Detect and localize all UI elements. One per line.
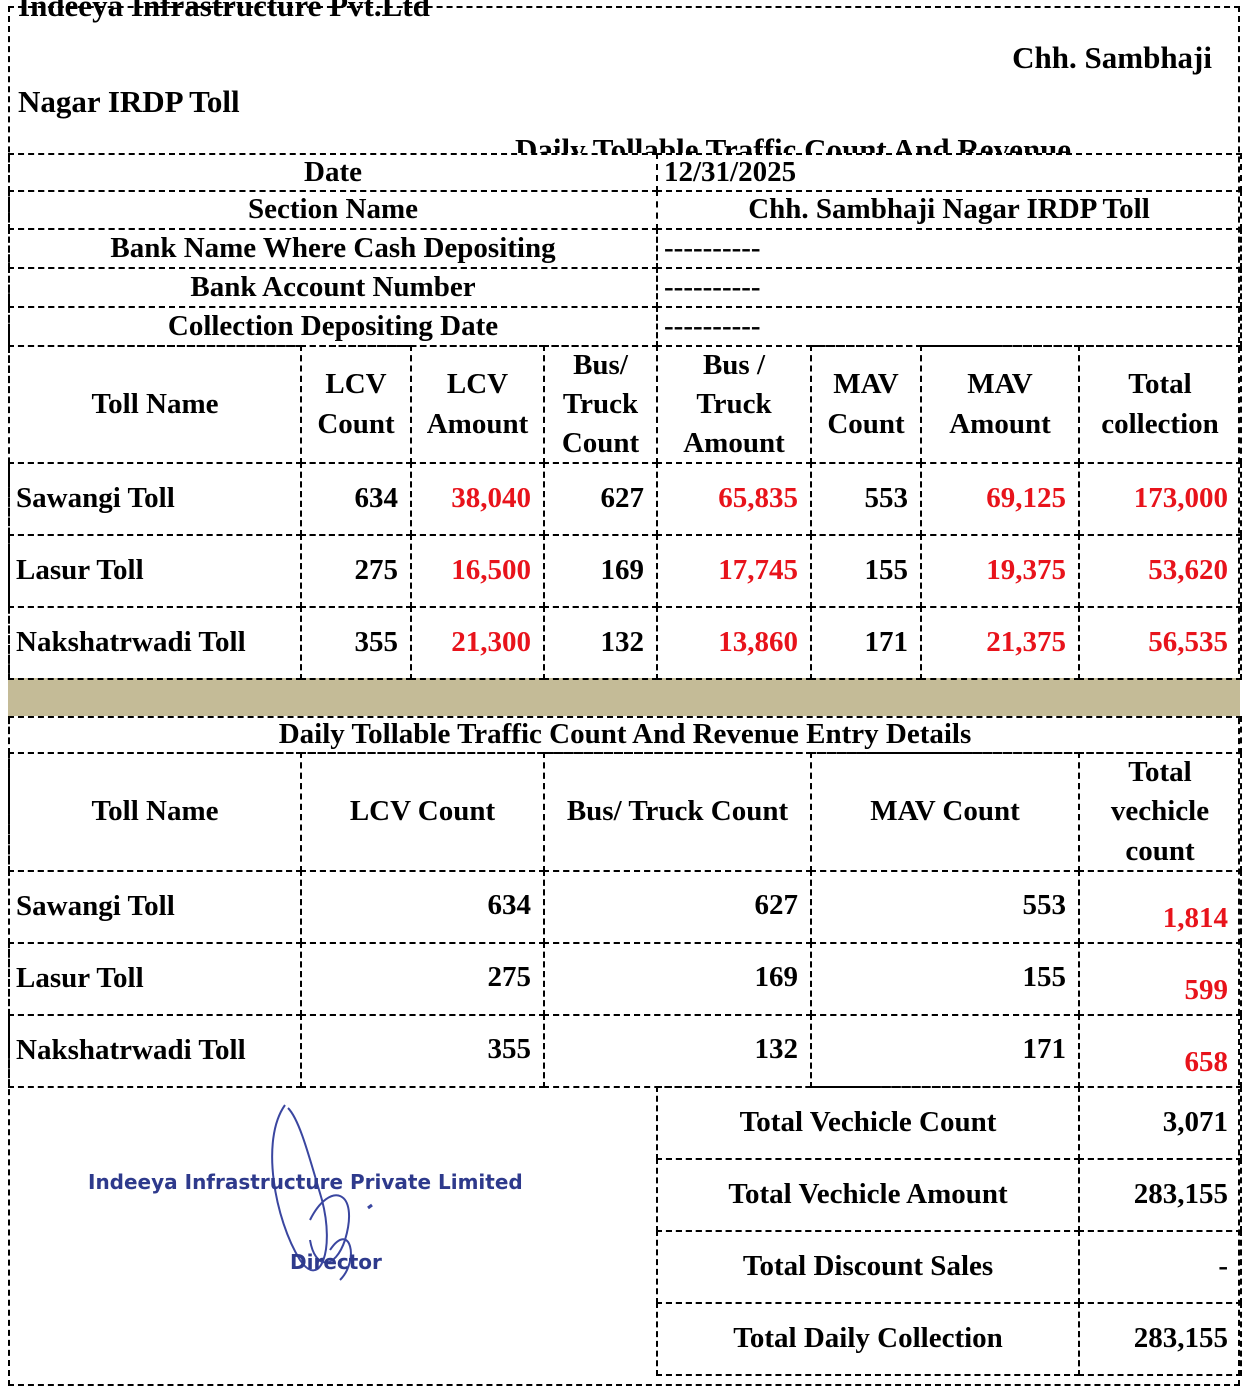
total-value: - bbox=[1078, 1230, 1242, 1304]
table-cell: 171 bbox=[810, 1014, 1080, 1088]
column-header: MAV Count bbox=[810, 752, 1080, 872]
table-cell: 132 bbox=[543, 606, 658, 680]
table-cell: 627 bbox=[543, 870, 812, 944]
column-header: MAV Count bbox=[810, 345, 922, 464]
table-cell: 634 bbox=[300, 462, 412, 536]
toll-name: Sawangi Toll bbox=[8, 462, 302, 536]
total-label: Total Vechicle Count bbox=[656, 1086, 1080, 1160]
title-line: Nagar IRDP Toll bbox=[18, 84, 240, 119]
table-cell: 155 bbox=[810, 534, 922, 608]
total-label: Total Discount Sales bbox=[656, 1230, 1080, 1304]
table-cell: 21,375 bbox=[920, 606, 1080, 680]
column-header: LCV Count bbox=[300, 345, 412, 464]
table-cell: 658 bbox=[1078, 1014, 1242, 1088]
table-cell: 16,500 bbox=[410, 534, 545, 608]
column-header: Total collection bbox=[1078, 345, 1242, 464]
column-header: Total vechicle count bbox=[1078, 752, 1242, 872]
table-cell: 56,535 bbox=[1078, 606, 1242, 680]
table-cell: 627 bbox=[543, 462, 658, 536]
info-value: ---------- bbox=[656, 306, 1242, 347]
section-title: Daily Tollable Traffic Count And Revenue… bbox=[8, 716, 1242, 754]
info-value: 12/31/2025 bbox=[656, 153, 1242, 192]
table-cell: 169 bbox=[543, 942, 812, 1016]
info-value: Chh. Sambhaji Nagar IRDP Toll bbox=[656, 190, 1242, 230]
info-label: Section Name bbox=[8, 190, 658, 230]
column-header: Bus/ Truck Count bbox=[543, 345, 658, 464]
signature-company: Indeeya Infrastructure Private Limited bbox=[88, 1170, 523, 1194]
table-cell: 19,375 bbox=[920, 534, 1080, 608]
signature-scribble bbox=[271, 1104, 373, 1281]
header: Indeeya Infrastructure Pvt.Ltd Chh. Samb… bbox=[0, 0, 1244, 153]
total-value: 3,071 bbox=[1078, 1086, 1242, 1160]
signature-role: Director bbox=[290, 1250, 382, 1274]
info-label: Date bbox=[8, 153, 658, 192]
table-cell: 17,745 bbox=[656, 534, 812, 608]
column-header: Toll Name bbox=[8, 752, 302, 872]
total-value: 283,155 bbox=[1078, 1158, 1242, 1232]
table-cell: 132 bbox=[543, 1014, 812, 1088]
table-cell: 38,040 bbox=[410, 462, 545, 536]
table-cell: 21,300 bbox=[410, 606, 545, 680]
table-cell: 13,860 bbox=[656, 606, 812, 680]
table-cell: 553 bbox=[810, 870, 1080, 944]
total-label: Total Vechicle Amount bbox=[656, 1158, 1080, 1232]
company-name: Indeeya Infrastructure Pvt.Ltd bbox=[18, 0, 430, 23]
info-label: Bank Account Number bbox=[8, 267, 658, 308]
subtitle: Daily Tollable Traffic Count And Revenue bbox=[515, 132, 1072, 153]
table-cell: 275 bbox=[300, 534, 412, 608]
column-header: MAV Amount bbox=[920, 345, 1080, 464]
info-label: Bank Name Where Cash Depositing bbox=[8, 228, 658, 269]
table-cell: 53,620 bbox=[1078, 534, 1242, 608]
title-line: Chh. Sambhaji bbox=[1012, 40, 1212, 75]
column-header: Bus/ Truck Count bbox=[543, 752, 812, 872]
table-cell: 355 bbox=[300, 606, 412, 680]
table-cell: 173,000 bbox=[1078, 462, 1242, 536]
table-cell: 275 bbox=[300, 942, 545, 1016]
info-value: ---------- bbox=[656, 228, 1242, 269]
column-header: Bus / Truck Amount bbox=[656, 345, 812, 464]
table-cell: 1,814 bbox=[1078, 870, 1242, 944]
toll-name: Sawangi Toll bbox=[8, 870, 302, 944]
total-label: Total Daily Collection bbox=[656, 1302, 1080, 1376]
toll-name: Lasur Toll bbox=[8, 534, 302, 608]
separator-bar bbox=[8, 678, 1240, 716]
table-cell: 169 bbox=[543, 534, 658, 608]
column-header: LCV Amount bbox=[410, 345, 545, 464]
table-cell: 355 bbox=[300, 1014, 545, 1088]
table-cell: 171 bbox=[810, 606, 922, 680]
column-header: LCV Count bbox=[300, 752, 545, 872]
toll-name: Nakshatrwadi Toll bbox=[8, 606, 302, 680]
table-cell: 155 bbox=[810, 942, 1080, 1016]
total-value: 283,155 bbox=[1078, 1302, 1242, 1376]
info-label: Collection Depositing Date bbox=[8, 306, 658, 347]
toll-name: Nakshatrwadi Toll bbox=[8, 1014, 302, 1088]
column-header: Toll Name bbox=[8, 345, 302, 464]
table-cell: 634 bbox=[300, 870, 545, 944]
table-cell: 599 bbox=[1078, 942, 1242, 1016]
table-cell: 65,835 bbox=[656, 462, 812, 536]
toll-name: Lasur Toll bbox=[8, 942, 302, 1016]
table-cell: 553 bbox=[810, 462, 922, 536]
info-value: ---------- bbox=[656, 267, 1242, 308]
table-cell: 69,125 bbox=[920, 462, 1080, 536]
